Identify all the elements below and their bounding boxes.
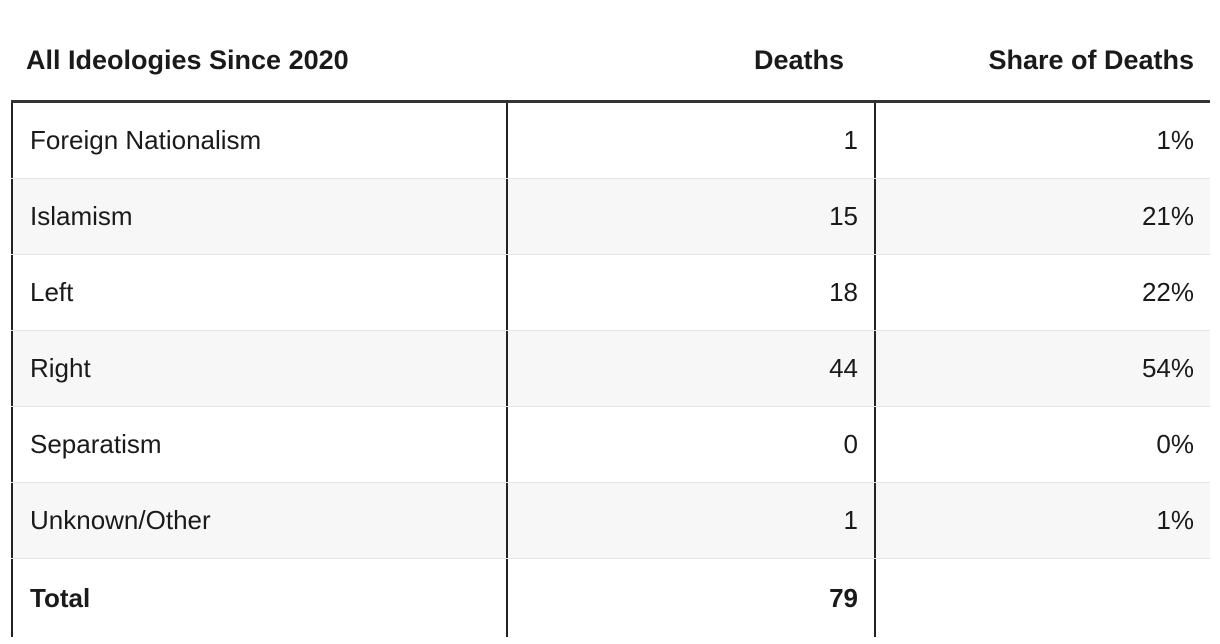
table-row: Islamism 15 21% bbox=[11, 179, 1210, 255]
table-row: Separatism 0 0% bbox=[11, 407, 1210, 483]
total-label: Total bbox=[11, 559, 508, 637]
deaths-cell: 1 bbox=[508, 103, 876, 178]
deaths-cell: 1 bbox=[508, 483, 876, 558]
share-cell: 1% bbox=[1156, 505, 1194, 535]
table-header: All Ideologies Since 2020 Deaths Share o… bbox=[11, 0, 1210, 103]
ideology-cell: Left bbox=[11, 255, 508, 330]
header-ideology: All Ideologies Since 2020 bbox=[26, 45, 349, 75]
deaths-cell: 44 bbox=[508, 331, 876, 406]
deaths-cell: 18 bbox=[508, 255, 876, 330]
share-cell: 54% bbox=[1141, 353, 1194, 383]
total-row: Total 79 bbox=[11, 559, 1210, 637]
total-share bbox=[876, 559, 1210, 637]
table-row: Foreign Nationalism 1 1% bbox=[11, 103, 1210, 179]
ideology-cell: Unknown/Other bbox=[11, 483, 508, 558]
total-deaths: 79 bbox=[508, 559, 876, 637]
table-row: Right 44 54% bbox=[11, 331, 1210, 407]
header-deaths: Deaths bbox=[753, 45, 844, 75]
share-cell: 21% bbox=[1141, 201, 1194, 231]
share-cell: 1% bbox=[1156, 125, 1194, 155]
deaths-table: All Ideologies Since 2020 Deaths Share o… bbox=[11, 0, 1210, 637]
ideology-cell: Right bbox=[11, 331, 508, 406]
share-cell: 0% bbox=[1156, 429, 1194, 459]
header-share: Share of Deaths bbox=[988, 45, 1194, 75]
ideology-cell: Foreign Nationalism bbox=[11, 103, 508, 178]
ideology-cell: Separatism bbox=[11, 407, 508, 482]
ideology-cell: Islamism bbox=[11, 179, 508, 254]
deaths-cell: 15 bbox=[508, 179, 876, 254]
share-cell: 22% bbox=[1141, 277, 1194, 307]
table-row: Left 18 22% bbox=[11, 255, 1210, 331]
table-row: Unknown/Other 1 1% bbox=[11, 483, 1210, 559]
deaths-cell: 0 bbox=[508, 407, 876, 482]
